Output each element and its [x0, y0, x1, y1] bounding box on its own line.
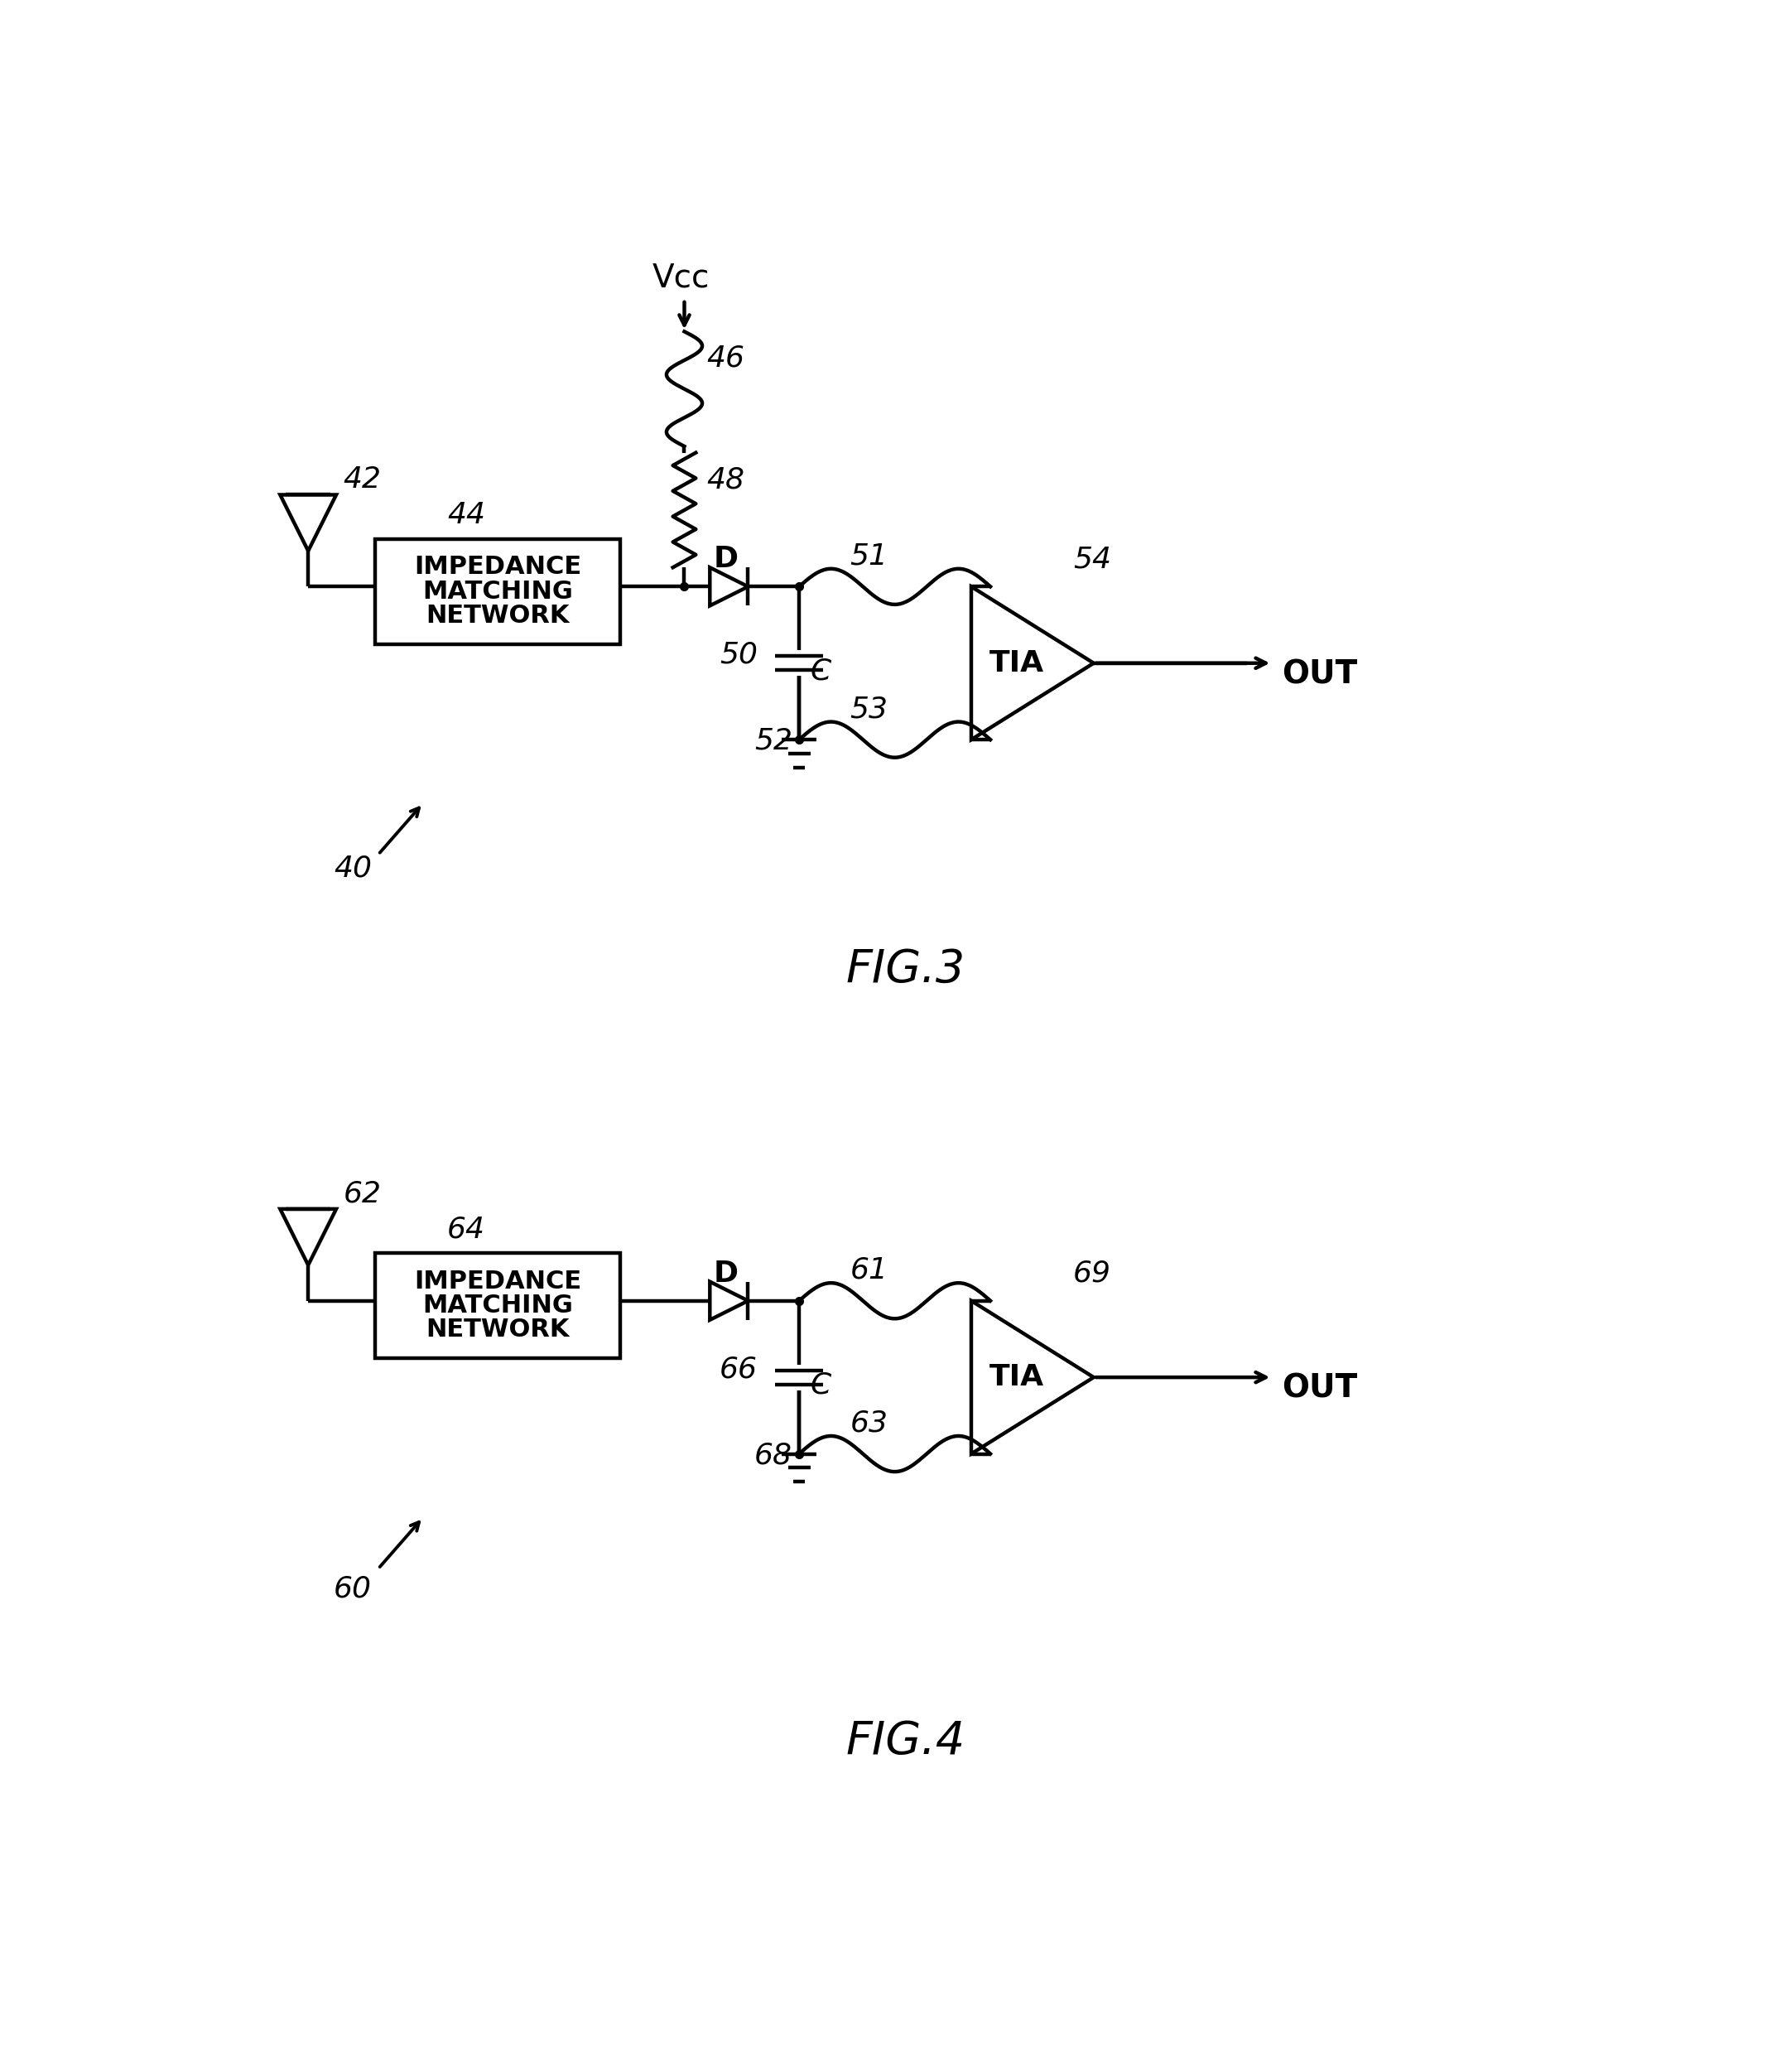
Text: NETWORK: NETWORK	[426, 1318, 569, 1343]
Text: 53: 53	[850, 694, 889, 723]
Text: 44: 44	[447, 501, 486, 528]
Text: 61: 61	[850, 1256, 889, 1285]
Text: 51: 51	[850, 543, 889, 570]
Text: C: C	[811, 657, 832, 686]
Text: 69: 69	[1073, 1260, 1111, 1287]
Text: 40: 40	[334, 854, 371, 883]
Text: 50: 50	[719, 640, 758, 669]
Bar	[375, 539, 620, 644]
Text: FIG.3: FIG.3	[846, 947, 965, 990]
Text: 66: 66	[719, 1355, 758, 1384]
Text: FIG.4: FIG.4	[846, 1720, 965, 1763]
Text: TIA: TIA	[990, 649, 1044, 678]
Text: IMPEDANCE: IMPEDANCE	[413, 555, 581, 580]
Text: 42: 42	[343, 466, 382, 493]
Text: C: C	[811, 1372, 832, 1399]
Text: 54: 54	[1073, 545, 1111, 574]
Text: NETWORK: NETWORK	[426, 603, 569, 628]
Text: 60: 60	[334, 1575, 371, 1604]
Text: 64: 64	[447, 1216, 486, 1243]
Text: 46: 46	[707, 344, 744, 373]
Text: OUT: OUT	[1281, 1374, 1357, 1405]
Text: 52: 52	[755, 727, 793, 754]
Text: 63: 63	[850, 1409, 889, 1438]
Text: 48: 48	[707, 466, 744, 493]
Text: 68: 68	[755, 1440, 793, 1469]
Bar	[375, 1254, 620, 1357]
Text: Vcc: Vcc	[652, 261, 710, 294]
Text: IMPEDANCE: IMPEDANCE	[413, 1270, 581, 1293]
Text: TIA: TIA	[990, 1363, 1044, 1392]
Text: 62: 62	[343, 1179, 382, 1208]
Text: MATCHING: MATCHING	[422, 580, 573, 603]
Text: MATCHING: MATCHING	[422, 1293, 573, 1318]
Text: D: D	[714, 545, 739, 574]
Text: OUT: OUT	[1281, 659, 1357, 690]
Text: D: D	[714, 1260, 739, 1287]
